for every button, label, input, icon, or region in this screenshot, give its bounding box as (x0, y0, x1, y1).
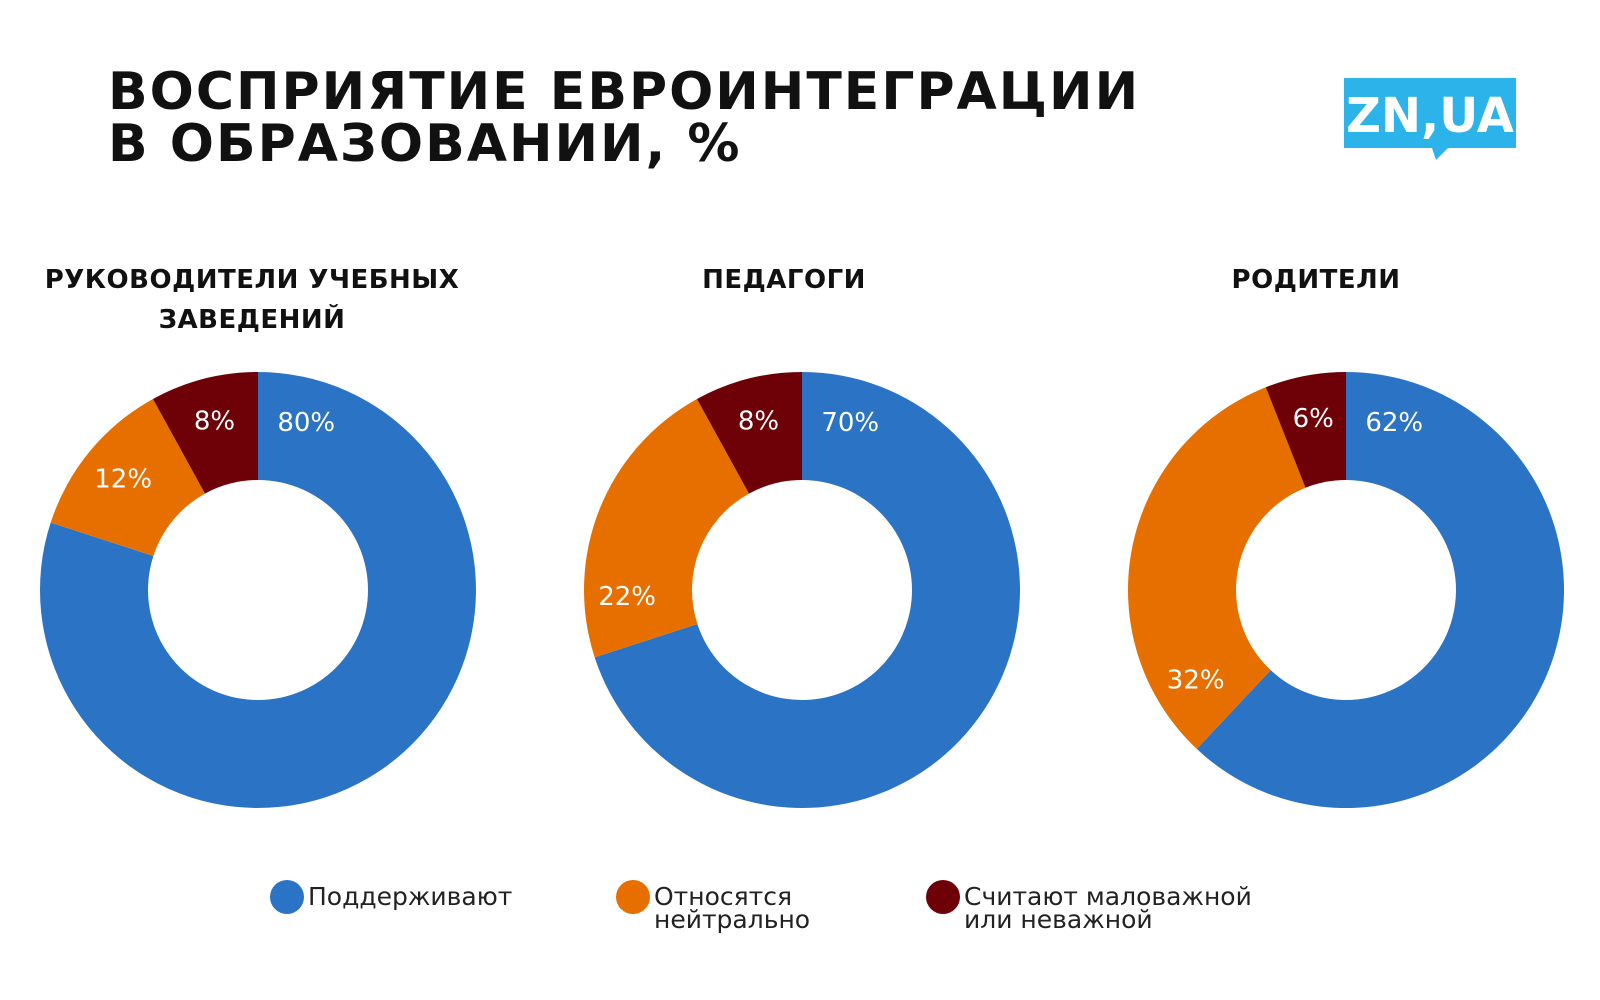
zn-ua-logo: ZN,UA (1344, 78, 1516, 160)
slice-directors-support (39, 372, 476, 808)
label-parents-unimportant: 6% (1293, 404, 1334, 434)
label-teachers-unimportant: 8% (738, 406, 779, 436)
legend-dot-support (270, 880, 304, 914)
legend-dot-unimportant (926, 880, 960, 914)
legend-item-neutral: Относятся нейтрально (616, 880, 811, 934)
slice-parents-neutral (1128, 387, 1306, 749)
legend-item-support: Поддерживают (270, 880, 512, 914)
legend-label-unimportant: Считают маловажной или неважной (964, 882, 1252, 934)
label-teachers-neutral: 22% (598, 582, 656, 612)
legend-item-unimportant: Считают маловажной или неважной (926, 880, 1252, 934)
label-directors-support: 80% (277, 408, 335, 438)
chart-title-teachers: ПЕДАГОГИ (702, 265, 866, 295)
slice-directors-neutral (50, 398, 206, 557)
title-line-2: В ОБРАЗОВАНИИ, % (108, 114, 742, 174)
slice-teachers-support (594, 372, 1020, 808)
logo-text: ZN,UA (1346, 88, 1514, 144)
legend-label-support: Поддерживают (308, 882, 513, 911)
label-directors-neutral: 12% (94, 464, 152, 494)
label-teachers-support: 70% (821, 408, 879, 438)
legend-dot-neutral (616, 880, 650, 914)
title-line-1: ВОСПРИЯТИЕ ЕВРОИНТЕГРАЦИИ (108, 62, 1141, 122)
slice-parents-support (1196, 372, 1564, 808)
legend: Поддерживают Относятся нейтрально Считаю… (0, 880, 1600, 960)
chart-title-directors: РУКОВОДИТЕЛИ УЧЕБНЫХ ЗАВЕДЕНИЙ (44, 265, 460, 335)
slice-directors-unimportant (152, 372, 258, 494)
slice-teachers-unimportant (696, 372, 802, 494)
page-title: ВОСПРИЯТИЕ ЕВРОИНТЕГРАЦИИ В ОБРАЗОВАНИИ,… (108, 66, 1140, 170)
legend-label-neutral: Относятся нейтрально (654, 882, 811, 934)
label-directors-unimportant: 8% (194, 406, 235, 436)
chart-title-parents: РОДИТЕЛИ (1231, 265, 1401, 295)
logo-speech-bubble (1344, 78, 1516, 160)
slice-parents-unimportant (1265, 372, 1346, 488)
slice-teachers-neutral (584, 398, 750, 658)
label-parents-neutral: 32% (1167, 666, 1225, 696)
label-parents-support: 62% (1365, 408, 1423, 438)
